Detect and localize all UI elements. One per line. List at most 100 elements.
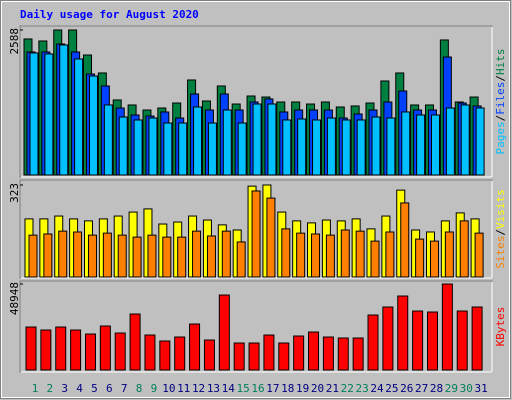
x-tick-label: 23	[356, 382, 369, 395]
bar	[218, 294, 230, 371]
legend-separator: /	[494, 115, 507, 122]
bar	[278, 342, 290, 371]
bar	[356, 119, 366, 176]
bar	[281, 228, 291, 278]
x-tick-label: 26	[400, 382, 413, 395]
bar	[88, 75, 98, 176]
bar	[174, 336, 186, 371]
bar	[178, 122, 188, 176]
bar	[99, 325, 111, 371]
x-tick-label: 19	[296, 382, 309, 395]
bar	[311, 233, 321, 278]
x-tick-label: 2	[47, 382, 54, 395]
bar	[252, 103, 262, 176]
bar	[441, 283, 453, 371]
bar	[133, 119, 143, 176]
bar	[73, 231, 83, 278]
bar	[325, 234, 335, 278]
bar	[28, 234, 38, 278]
bar	[132, 236, 142, 278]
bar	[426, 311, 438, 371]
bar	[192, 230, 202, 278]
x-tick-label: 10	[162, 382, 175, 395]
legend-separator: /	[494, 75, 507, 82]
bar	[475, 107, 485, 176]
bar	[382, 306, 394, 371]
bar	[385, 231, 395, 278]
bar	[129, 313, 141, 371]
x-tick-label: 24	[370, 382, 384, 395]
bar	[296, 232, 306, 278]
x-tick-label: 6	[106, 382, 113, 395]
x-tick-label: 22	[341, 382, 354, 395]
bar	[102, 232, 112, 278]
bar	[118, 116, 128, 176]
bar	[401, 111, 411, 176]
x-tick-label: 7	[121, 382, 128, 395]
y-tick-label: 323	[8, 183, 21, 203]
bar	[44, 53, 54, 176]
legend: Pages/Files/Hits	[494, 49, 507, 155]
x-tick-label: 20	[311, 382, 324, 395]
chart-title: Daily usage for August 2020	[20, 8, 199, 21]
bar	[74, 58, 84, 176]
legend-entry: Files	[494, 82, 507, 115]
bar	[444, 231, 454, 278]
x-tick-label: 25	[385, 382, 398, 395]
x-tick-label: 12	[192, 382, 205, 395]
bar	[370, 240, 380, 278]
legend-entry: Pages	[494, 121, 507, 154]
bar	[189, 323, 201, 371]
bar	[163, 122, 173, 176]
bar	[471, 306, 483, 371]
bar	[456, 310, 468, 371]
bar	[58, 230, 68, 278]
x-tick-label: 9	[151, 382, 158, 395]
bar	[400, 202, 410, 278]
bar	[412, 310, 424, 371]
bar	[55, 326, 67, 371]
bar	[159, 340, 171, 371]
bar	[445, 107, 455, 176]
bar	[103, 104, 113, 176]
bar	[263, 334, 275, 371]
x-tick-label: 11	[177, 382, 190, 395]
x-tick-label: 17	[266, 382, 279, 395]
bar	[459, 220, 469, 278]
x-tick-label: 29	[445, 382, 458, 395]
x-tick-label: 27	[415, 382, 428, 395]
bar	[117, 234, 127, 278]
x-tick-label: 5	[91, 382, 98, 395]
bar	[237, 122, 247, 176]
x-tick-label: 18	[281, 382, 294, 395]
bar	[322, 336, 334, 371]
bar	[203, 339, 215, 371]
legend-separator: /	[494, 229, 507, 236]
bar	[367, 314, 379, 371]
x-tick-label: 30	[460, 382, 473, 395]
bar	[326, 117, 336, 176]
bar	[430, 114, 440, 176]
bar	[144, 334, 156, 371]
bar	[177, 236, 187, 278]
x-tick-label: 1	[32, 382, 39, 395]
bar	[308, 331, 320, 371]
x-tick-label: 28	[430, 382, 443, 395]
bar	[416, 114, 426, 176]
legend: KBytes	[494, 307, 507, 347]
bar	[43, 233, 53, 278]
bar	[266, 197, 276, 278]
bar	[282, 119, 292, 176]
x-tick-label: 13	[207, 382, 220, 395]
legend-entry: KBytes	[494, 307, 507, 347]
bar	[460, 104, 470, 176]
bar	[267, 103, 277, 176]
x-tick-label: 4	[76, 382, 83, 395]
x-tick-label: 16	[251, 382, 264, 395]
x-tick-label: 8	[136, 382, 143, 395]
bar	[25, 326, 37, 371]
bar	[341, 119, 351, 176]
